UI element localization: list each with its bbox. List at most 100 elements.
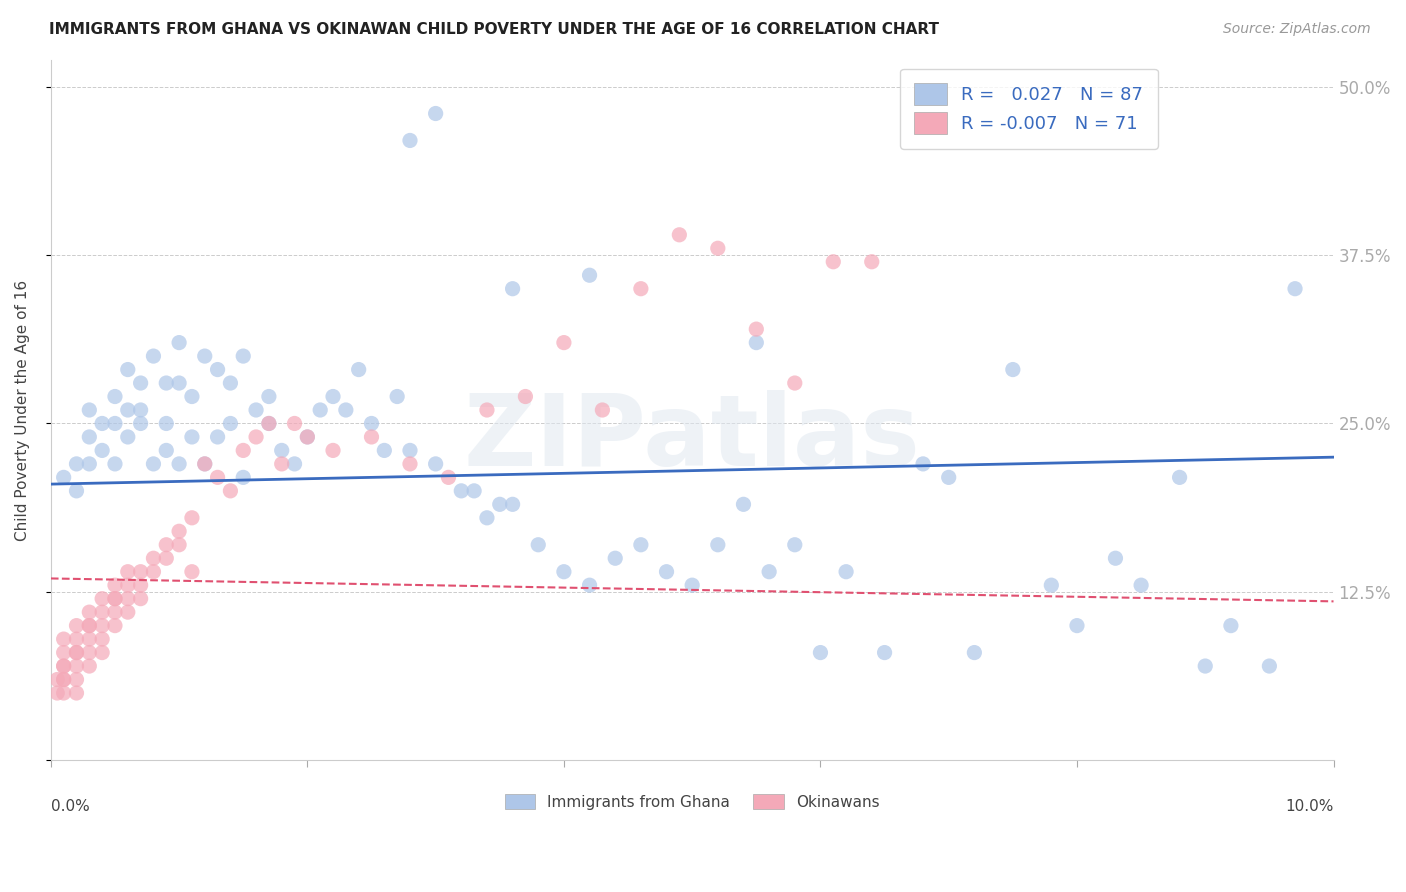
Point xyxy=(117,591,139,606)
Point xyxy=(65,659,87,673)
Point xyxy=(502,497,524,511)
Point xyxy=(52,673,75,687)
Point xyxy=(322,390,344,404)
Point xyxy=(91,646,114,660)
Point xyxy=(91,632,114,646)
Point xyxy=(104,618,127,632)
Point xyxy=(129,565,152,579)
Point xyxy=(155,538,177,552)
Point xyxy=(142,551,165,566)
Text: ZIPatlas: ZIPatlas xyxy=(464,390,921,486)
Point xyxy=(52,686,75,700)
Point xyxy=(437,470,460,484)
Point xyxy=(117,362,139,376)
Point xyxy=(167,376,190,390)
Point xyxy=(117,605,139,619)
Point xyxy=(1258,659,1281,673)
Text: IMMIGRANTS FROM GHANA VS OKINAWAN CHILD POVERTY UNDER THE AGE OF 16 CORRELATION : IMMIGRANTS FROM GHANA VS OKINAWAN CHILD … xyxy=(49,22,939,37)
Point xyxy=(783,376,806,390)
Point xyxy=(360,417,382,431)
Point xyxy=(104,417,127,431)
Point xyxy=(52,470,75,484)
Point xyxy=(219,483,242,498)
Point xyxy=(450,483,472,498)
Point xyxy=(65,686,87,700)
Point xyxy=(1219,618,1241,632)
Point xyxy=(129,591,152,606)
Point xyxy=(425,457,447,471)
Point xyxy=(104,591,127,606)
Point xyxy=(399,443,422,458)
Point xyxy=(488,497,510,511)
Point xyxy=(194,457,217,471)
Point xyxy=(181,430,204,444)
Point xyxy=(1130,578,1153,592)
Point xyxy=(65,618,87,632)
Point xyxy=(129,578,152,592)
Point xyxy=(207,430,229,444)
Point xyxy=(399,133,422,147)
Point xyxy=(630,538,652,552)
Point xyxy=(347,362,370,376)
Point xyxy=(783,538,806,552)
Point xyxy=(167,457,190,471)
Point xyxy=(257,417,280,431)
Point xyxy=(79,430,101,444)
Point xyxy=(129,376,152,390)
Point xyxy=(297,430,319,444)
Point xyxy=(591,403,613,417)
Point xyxy=(1040,578,1063,592)
Point xyxy=(527,538,550,552)
Point xyxy=(65,457,87,471)
Point xyxy=(104,591,127,606)
Point xyxy=(104,390,127,404)
Point xyxy=(758,565,780,579)
Point xyxy=(52,646,75,660)
Point xyxy=(283,457,305,471)
Point xyxy=(1168,470,1191,484)
Point xyxy=(745,335,768,350)
Point xyxy=(835,565,858,579)
Point xyxy=(681,578,703,592)
Point xyxy=(655,565,678,579)
Point xyxy=(745,322,768,336)
Point xyxy=(79,605,101,619)
Point xyxy=(65,632,87,646)
Point xyxy=(219,376,242,390)
Point xyxy=(1104,551,1126,566)
Point xyxy=(1284,282,1306,296)
Point xyxy=(167,538,190,552)
Legend: Immigrants from Ghana, Okinawans: Immigrants from Ghana, Okinawans xyxy=(499,788,886,816)
Point xyxy=(142,349,165,363)
Point xyxy=(245,403,267,417)
Point xyxy=(810,646,832,660)
Point xyxy=(181,390,204,404)
Point xyxy=(360,430,382,444)
Point xyxy=(309,403,332,417)
Point xyxy=(578,268,600,283)
Point xyxy=(1001,362,1024,376)
Point xyxy=(65,646,87,660)
Point xyxy=(155,443,177,458)
Point xyxy=(873,646,896,660)
Point xyxy=(219,417,242,431)
Point xyxy=(297,430,319,444)
Point xyxy=(65,673,87,687)
Point xyxy=(475,510,498,524)
Point xyxy=(553,565,575,579)
Point xyxy=(155,376,177,390)
Point xyxy=(553,335,575,350)
Point xyxy=(52,659,75,673)
Point xyxy=(104,578,127,592)
Text: 10.0%: 10.0% xyxy=(1285,799,1333,814)
Point xyxy=(52,632,75,646)
Point xyxy=(46,673,69,687)
Point xyxy=(155,551,177,566)
Point xyxy=(463,483,485,498)
Point xyxy=(65,483,87,498)
Point xyxy=(91,417,114,431)
Point xyxy=(167,524,190,539)
Point xyxy=(117,430,139,444)
Point xyxy=(257,390,280,404)
Point xyxy=(155,417,177,431)
